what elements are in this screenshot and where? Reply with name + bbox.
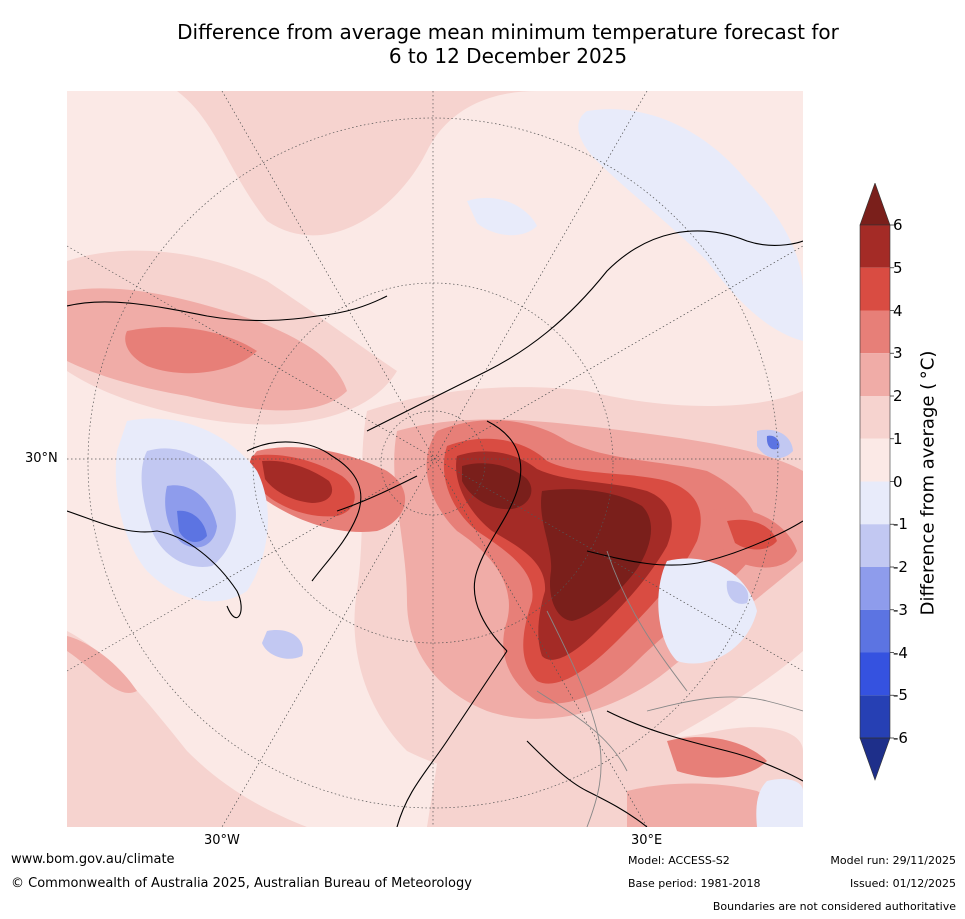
colorbar-tick-label: -5 <box>893 686 908 705</box>
colorbar-segment-above-6 <box>859 183 891 226</box>
website-link[interactable]: www.bom.gov.au/climate <box>11 852 175 867</box>
colorbar-segment-m3-m2 <box>860 567 890 610</box>
colorbar-segment-m1-0 <box>860 481 890 525</box>
anomaly-map <box>67 91 803 827</box>
colorbar-tick-label: 1 <box>893 429 903 448</box>
colorbar-segment-3-4 <box>860 310 890 354</box>
map-title: Difference from average mean minimum tem… <box>60 20 956 68</box>
colorbar-segment-m4-m3 <box>860 609 890 653</box>
colorbar-label: Difference from average ( °C) <box>917 350 939 616</box>
country-borders <box>536 550 803 827</box>
colorbar-tick-label: 5 <box>893 258 903 277</box>
colorbar-tick-label: -3 <box>893 600 908 619</box>
colorbar-segment-5-6 <box>860 225 890 268</box>
title-line-1: Difference from average mean minimum tem… <box>177 20 839 44</box>
issued-date: Issued: 01/12/2025 <box>849 877 956 890</box>
colorbar-tick-label: 4 <box>893 301 903 320</box>
colorbar-tick-label: 3 <box>893 344 903 363</box>
colorbar-tick-label: -6 <box>893 729 908 747</box>
colorbar-segment-4-5 <box>860 267 890 311</box>
longitude-label-30w: 30°W <box>204 833 240 848</box>
colorbar-segment-m2-m1 <box>860 524 890 567</box>
colorbar-tick-label: -2 <box>893 558 908 576</box>
colorbar-tick-label: 2 <box>893 387 903 405</box>
base-period: Base period: 1981-2018 <box>628 877 761 890</box>
model-run-date: Model run: 29/11/2025 <box>830 854 956 867</box>
colorbar-tick-label: -1 <box>893 515 908 534</box>
anomaly-negative <box>115 109 803 827</box>
longitude-label-30e: 30°E <box>631 833 663 848</box>
anomaly-map-svg <box>67 91 803 827</box>
colorbar-segment-2-3 <box>860 353 890 396</box>
colorbar-segment-0-1 <box>860 438 890 482</box>
colorbar-tick-label: -4 <box>893 643 908 662</box>
colorbar-tick-label: 0 <box>893 472 903 491</box>
coastlines <box>67 230 803 827</box>
title-line-2: 6 to 12 December 2025 <box>388 44 628 68</box>
colorbar-segment-m6-m5 <box>860 695 890 738</box>
colorbar-segment-1-2 <box>860 396 890 439</box>
colorbar-segment-m5-m4 <box>860 652 890 696</box>
model-name: Model: ACCESS-S2 <box>628 854 730 867</box>
latitude-label-30n: 30°N <box>25 451 58 466</box>
graticule <box>67 91 803 827</box>
boundaries-disclaimer: Boundaries are not considered authoritat… <box>712 900 956 913</box>
colorbar-segment-below-m6 <box>859 737 891 781</box>
colorbar-tick-marks <box>890 224 894 739</box>
colorbar-segments <box>859 183 891 781</box>
colorbar <box>859 183 894 781</box>
colorbar-tick-label: 6 <box>893 216 903 234</box>
copyright-notice: © Commonwealth of Australia 2025, Austra… <box>11 876 472 891</box>
